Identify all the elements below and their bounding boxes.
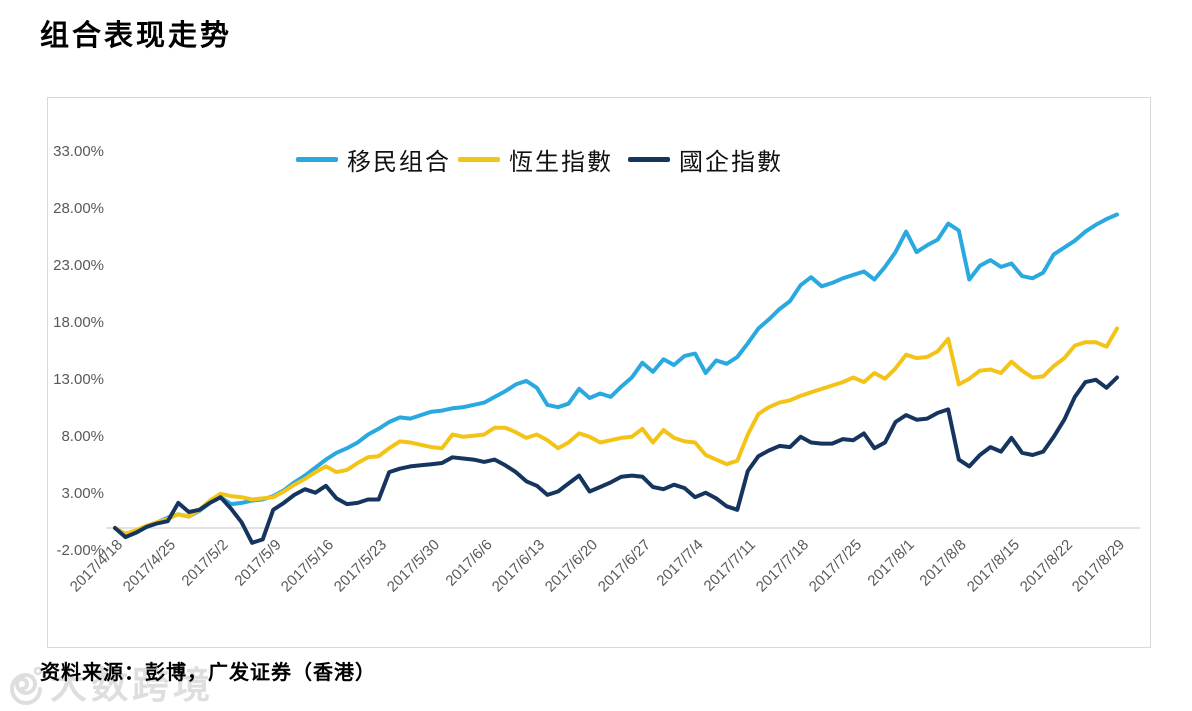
legend-line-swatch-hscei — [628, 156, 670, 162]
page-title: 组合表现走势 — [40, 20, 233, 52]
y-tick-label: 8.00% — [61, 427, 104, 445]
legend-item-hsi: 恆生指數 — [458, 146, 613, 176]
source-note: 资料来源：彭博，广发证券（香港） — [40, 662, 376, 684]
legend-label-hscei: 國企指數 — [679, 149, 783, 176]
y-tick-label: 23.00% — [53, 256, 104, 274]
watermark-text: 大数跨境 — [50, 666, 214, 707]
y-tick-label: 3.00% — [61, 484, 104, 502]
legend-label-portfolio: 移民组合 — [347, 149, 451, 176]
legend-item-hscei: 國企指數 — [628, 146, 783, 176]
watermark-logo-icon — [10, 666, 50, 705]
legend-item-portfolio: 移民组合 — [296, 146, 451, 176]
y-tick-label: -2.00% — [56, 541, 104, 559]
legend-label-hsi: 恆生指數 — [509, 149, 613, 176]
legend-line-swatch-hsi — [458, 156, 500, 162]
y-tick-label: 33.00% — [53, 142, 104, 160]
y-tick-label: 18.00% — [53, 313, 104, 331]
y-tick-label: 28.00% — [53, 199, 104, 217]
legend-line-swatch-portfolio — [296, 156, 338, 162]
watermark: 大数跨境 — [2, 663, 214, 711]
y-tick-label: 13.00% — [53, 370, 104, 388]
